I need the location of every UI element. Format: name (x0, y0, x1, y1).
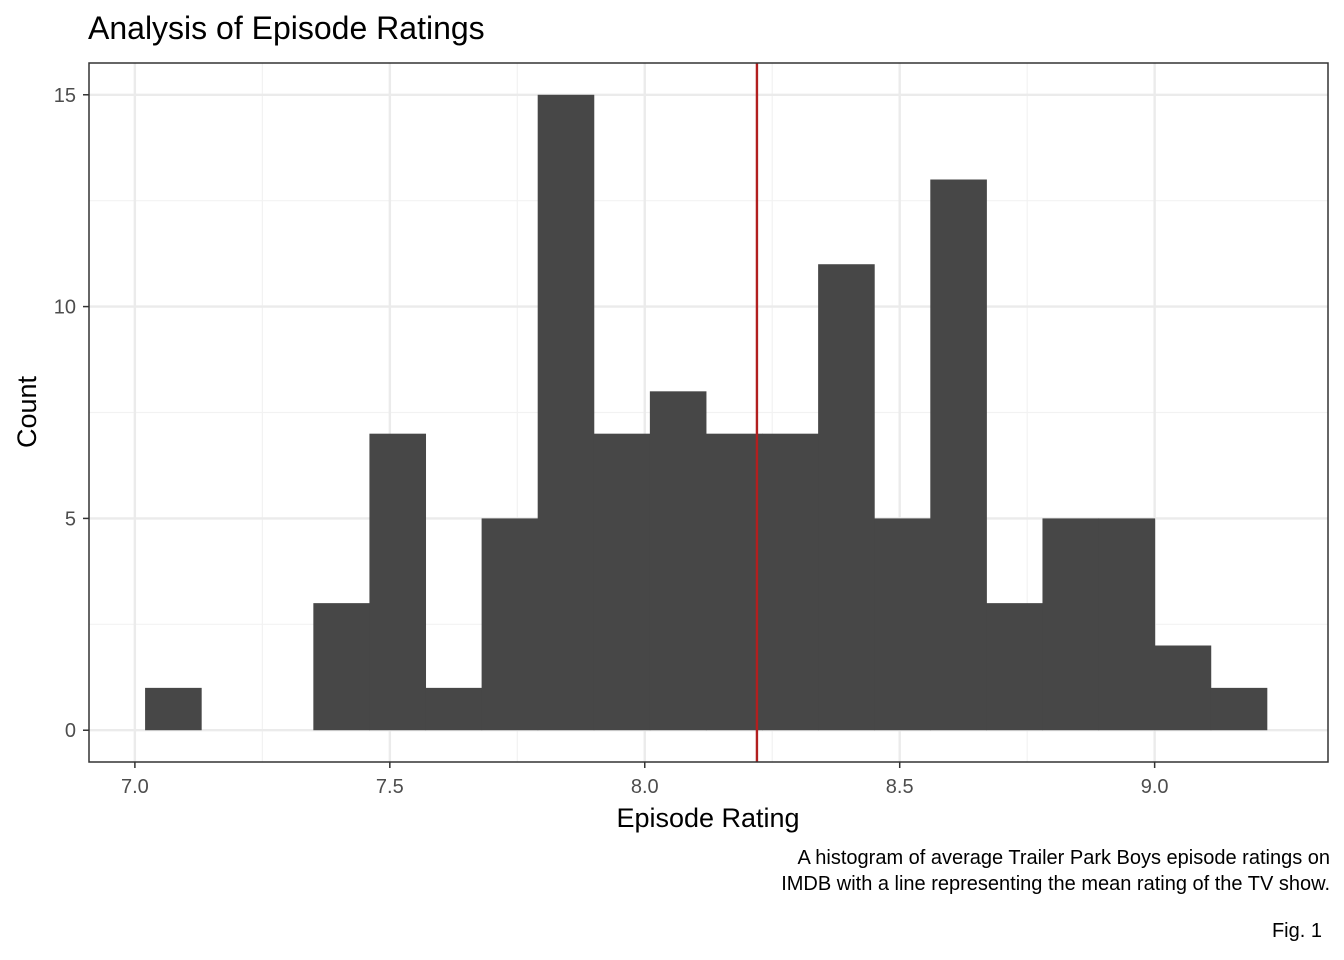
x-tick-label: 7.0 (121, 776, 149, 798)
histogram-bars (145, 94, 1268, 731)
histogram-bar (481, 518, 539, 731)
y-tick-label: 0 (65, 720, 76, 742)
histogram-bar (762, 433, 819, 731)
histogram-bar (1154, 645, 1212, 731)
x-axis: 7.0 7.5 8.0 8.5 9.0 (121, 762, 1169, 798)
caption-line-1: A histogram of average Trailer Park Boys… (797, 847, 1331, 869)
x-tick-label: 7.5 (376, 776, 404, 798)
histogram-bar (537, 94, 595, 731)
y-tick-label: 10 (54, 297, 76, 319)
histogram-bar (593, 433, 651, 731)
histogram-bar (1210, 687, 1268, 731)
histogram-bar (705, 433, 763, 731)
histogram-bar (425, 687, 483, 731)
histogram-bar (1042, 518, 1100, 731)
x-tick-label: 8.5 (886, 776, 914, 798)
caption-line-2: IMDB with a line representing the mean r… (781, 873, 1330, 895)
histogram-bar (369, 433, 427, 731)
histogram-bar (874, 518, 931, 731)
chart-title: Analysis of Episode Ratings (88, 10, 485, 46)
histogram-bar (986, 603, 1043, 731)
histogram-bar (1098, 518, 1156, 731)
panel-border (88, 62, 1329, 763)
histogram-bar (313, 603, 370, 731)
y-tick-label: 15 (54, 85, 76, 107)
x-tick-label: 8.0 (631, 776, 659, 798)
x-tick-label: 9.0 (1141, 776, 1169, 798)
figure-label: Fig. 1 (1271, 920, 1322, 942)
histogram-bar (818, 264, 875, 731)
histogram-bar (145, 687, 202, 731)
x-axis-label: Episode Rating (616, 803, 799, 833)
histogram-bar (649, 391, 707, 731)
histogram-bar (930, 179, 987, 731)
y-tick-label: 5 (65, 508, 76, 530)
y-axis-label: Count (12, 375, 42, 448)
chart-caption: A histogram of average Trailer Park Boys… (570, 845, 1330, 897)
y-axis: 0 5 10 15 (54, 85, 89, 742)
